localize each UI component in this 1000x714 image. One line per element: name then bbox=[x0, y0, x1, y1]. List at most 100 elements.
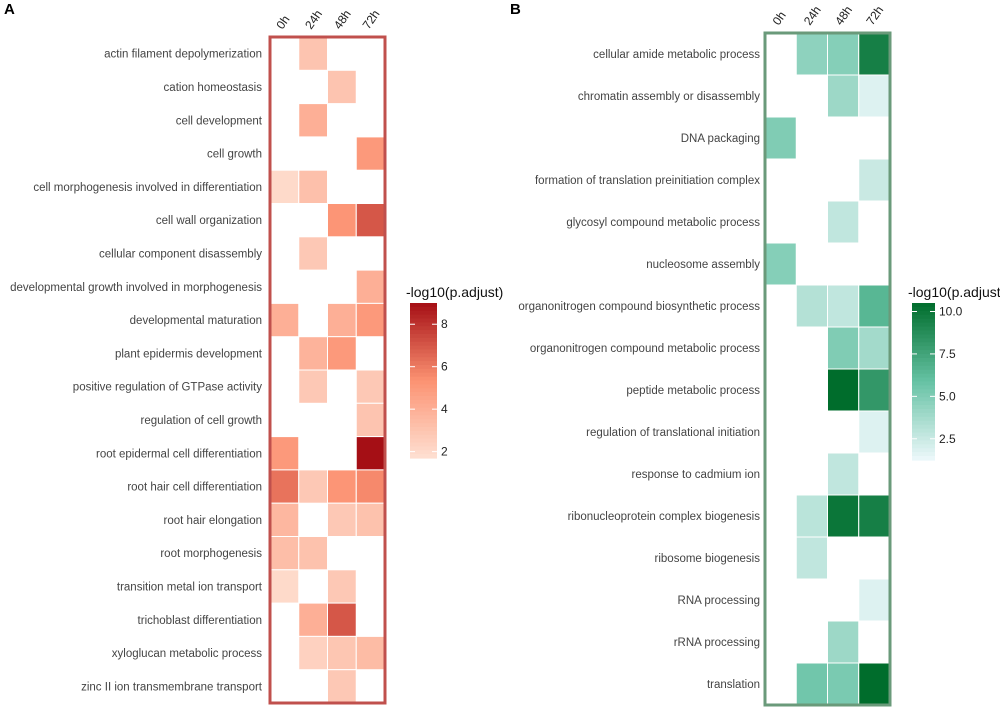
row-label: rRNA processing bbox=[674, 637, 760, 649]
heatmap-cell bbox=[355, 469, 386, 504]
legend-gradient-segment bbox=[912, 452, 935, 457]
legend-gradient-segment bbox=[410, 396, 437, 401]
heatmap-cell bbox=[327, 302, 357, 338]
legend-gradient-segment bbox=[410, 334, 437, 339]
row-label: cellular component disassembly bbox=[99, 248, 262, 260]
legend-gradient-segment bbox=[410, 326, 437, 331]
legend-gradient-segment bbox=[410, 318, 437, 323]
row-label: actin filament depolymerization bbox=[104, 49, 262, 61]
legend-gradient-segment bbox=[912, 326, 935, 332]
row-label: root hair cell differentiation bbox=[127, 482, 262, 494]
heatmap-cell bbox=[355, 436, 386, 471]
legend-gradient-segment bbox=[912, 303, 935, 308]
heatmap-cell bbox=[269, 436, 300, 471]
row-label: xyloglucan metabolic process bbox=[112, 648, 262, 660]
legend-gradient-segment bbox=[410, 314, 437, 320]
heatmap-cell bbox=[298, 369, 328, 404]
column-label: 72h bbox=[360, 7, 383, 31]
heatmap-cell bbox=[355, 502, 386, 538]
heatmap-cell bbox=[795, 662, 828, 706]
legend-gradient-segment bbox=[912, 365, 935, 371]
row-label: organonitrogen compound metabolic proces… bbox=[530, 343, 760, 355]
legend-gradient-segment bbox=[912, 420, 935, 426]
row-label: translation bbox=[707, 679, 760, 691]
legend-gradient-segment bbox=[410, 361, 437, 366]
row-label: glycosyl compound metabolic process bbox=[566, 217, 760, 229]
legend-gradient-segment bbox=[912, 306, 935, 312]
row-label: RNA processing bbox=[678, 595, 760, 607]
legend-gradient-segment bbox=[410, 427, 437, 432]
legend-gradient-segment bbox=[410, 450, 437, 455]
legend-gradient-segment bbox=[410, 365, 437, 370]
legend-gradient-segment bbox=[912, 310, 935, 316]
row-label: positive regulation of GTPase activity bbox=[73, 382, 262, 394]
heatmap-cell bbox=[298, 602, 328, 637]
legend-gradient-segment bbox=[912, 354, 935, 359]
legend-tick-label: 2.5 bbox=[939, 432, 956, 446]
legend-gradient-segment bbox=[912, 373, 935, 379]
legend-title: -log10(p.adjust) bbox=[908, 284, 1000, 300]
row-label: ribonucleoprotein complex biogenesis bbox=[568, 511, 761, 523]
row-label: nucleosome assembly bbox=[646, 259, 760, 271]
legend-tick-label: 6 bbox=[441, 360, 448, 374]
heatmap-cell bbox=[795, 536, 828, 580]
legend-gradient-segment bbox=[912, 424, 935, 430]
heatmap-cell bbox=[327, 502, 357, 538]
legend-gradient-segment bbox=[410, 419, 437, 424]
legend-gradient-segment bbox=[912, 389, 935, 394]
heatmap-cell bbox=[327, 69, 357, 105]
legend-gradient-segment bbox=[410, 392, 437, 397]
legend-gradient-segment bbox=[912, 416, 935, 422]
heatmap-cell bbox=[298, 236, 328, 271]
row-label: cell development bbox=[176, 115, 263, 127]
panel-label: A bbox=[4, 1, 15, 18]
legend-gradient-segment bbox=[410, 357, 437, 362]
legend-tick-label: 8 bbox=[441, 317, 448, 331]
heatmap-cell bbox=[827, 284, 860, 328]
row-label: cell morphogenesis involved in different… bbox=[33, 182, 262, 194]
heatmap-cell bbox=[827, 662, 860, 706]
heatmap-cell bbox=[298, 169, 328, 204]
heatmap-frame bbox=[268, 35, 387, 705]
legend-gradient-segment bbox=[410, 380, 437, 385]
legend-gradient-segment bbox=[410, 322, 437, 327]
heatmap-cell bbox=[327, 336, 357, 371]
heatmap-cell bbox=[269, 536, 300, 571]
heatmap-cell bbox=[355, 136, 386, 171]
legend-gradient-segment bbox=[410, 353, 437, 358]
legend-title: -log10(p.adjust) bbox=[406, 284, 503, 300]
column-label: 48h bbox=[331, 7, 354, 31]
heatmap-cell bbox=[327, 669, 357, 704]
legend-gradient-segment bbox=[410, 368, 437, 374]
row-label: organonitrogen compound biosynthetic pro… bbox=[518, 301, 760, 313]
legend-gradient-segment bbox=[912, 408, 935, 414]
heatmap-cell bbox=[269, 502, 300, 538]
legend-gradient-segment bbox=[912, 330, 935, 335]
heatmap-cell bbox=[269, 169, 300, 204]
legend-gradient-segment bbox=[410, 442, 437, 447]
column-label: 24h bbox=[302, 7, 325, 31]
heatmap-cell bbox=[298, 536, 328, 571]
heatmap-cell bbox=[827, 74, 860, 118]
heatmap-cell bbox=[764, 242, 797, 286]
row-label: cellular amide metabolic process bbox=[593, 49, 760, 61]
row-label: peptide metabolic process bbox=[626, 385, 760, 397]
row-label: root morphogenesis bbox=[160, 548, 262, 560]
row-label: regulation of cell growth bbox=[141, 415, 262, 427]
heatmap-cell bbox=[858, 494, 891, 538]
legend-gradient-segment bbox=[410, 423, 437, 428]
legend-gradient-segment bbox=[912, 393, 935, 398]
heatmap-cell bbox=[269, 569, 300, 604]
row-label: DNA packaging bbox=[681, 133, 760, 145]
row-label: cell wall organization bbox=[156, 215, 262, 227]
legend-gradient-segment bbox=[410, 411, 437, 416]
heatmap-cell bbox=[827, 200, 860, 244]
legend-gradient-segment bbox=[410, 430, 437, 436]
heatmap-cell bbox=[327, 635, 357, 671]
heatmap-cell bbox=[827, 494, 860, 538]
heatmap-cell bbox=[298, 635, 328, 671]
row-label: root hair elongation bbox=[164, 515, 262, 527]
row-label: developmental growth involved in morphog… bbox=[10, 282, 262, 294]
legend-gradient-segment bbox=[912, 346, 935, 351]
column-label: 0h bbox=[273, 13, 292, 32]
